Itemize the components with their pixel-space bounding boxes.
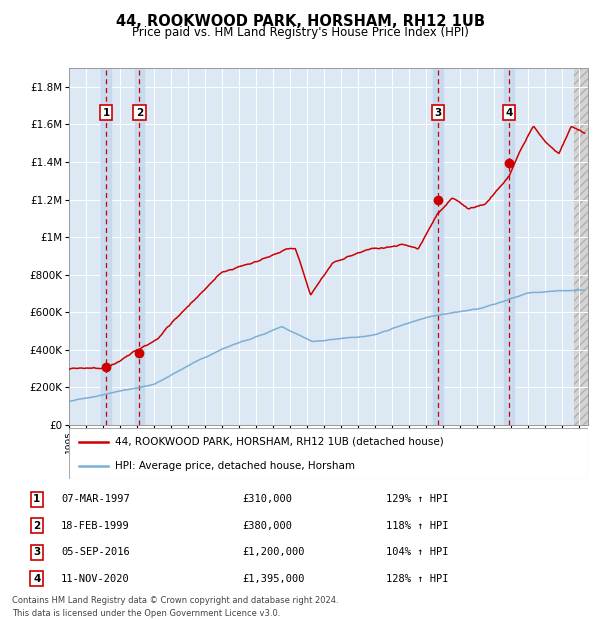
- Text: 3: 3: [434, 108, 442, 118]
- Text: 2: 2: [136, 108, 143, 118]
- Text: £310,000: £310,000: [242, 494, 292, 505]
- Text: 18-FEB-1999: 18-FEB-1999: [61, 521, 130, 531]
- Text: 44, ROOKWOOD PARK, HORSHAM, RH12 1UB (detached house): 44, ROOKWOOD PARK, HORSHAM, RH12 1UB (de…: [115, 436, 443, 446]
- Text: 4: 4: [505, 108, 513, 118]
- Text: Contains HM Land Registry data © Crown copyright and database right 2024.: Contains HM Land Registry data © Crown c…: [12, 596, 338, 606]
- Text: 1: 1: [103, 108, 110, 118]
- Text: 1: 1: [33, 494, 40, 505]
- Bar: [574, 68, 592, 425]
- Text: 3: 3: [33, 547, 40, 557]
- Text: 05-SEP-2016: 05-SEP-2016: [61, 547, 130, 557]
- Text: £1,395,000: £1,395,000: [242, 574, 305, 584]
- Text: 118% ↑ HPI: 118% ↑ HPI: [386, 521, 449, 531]
- Bar: [101, 68, 111, 425]
- Text: 4: 4: [33, 574, 40, 584]
- Text: 2: 2: [33, 521, 40, 531]
- Text: This data is licensed under the Open Government Licence v3.0.: This data is licensed under the Open Gov…: [12, 609, 280, 618]
- Text: 129% ↑ HPI: 129% ↑ HPI: [386, 494, 449, 505]
- Text: 11-NOV-2020: 11-NOV-2020: [61, 574, 130, 584]
- Text: 44, ROOKWOOD PARK, HORSHAM, RH12 1UB: 44, ROOKWOOD PARK, HORSHAM, RH12 1UB: [115, 14, 485, 29]
- Text: 104% ↑ HPI: 104% ↑ HPI: [386, 547, 449, 557]
- FancyBboxPatch shape: [69, 428, 588, 479]
- Text: HPI: Average price, detached house, Horsham: HPI: Average price, detached house, Hors…: [115, 461, 355, 471]
- Text: £1,200,000: £1,200,000: [242, 547, 305, 557]
- Text: £380,000: £380,000: [242, 521, 292, 531]
- Bar: [134, 68, 144, 425]
- Bar: [433, 68, 443, 425]
- Bar: [504, 68, 514, 425]
- Text: 128% ↑ HPI: 128% ↑ HPI: [386, 574, 449, 584]
- Text: Price paid vs. HM Land Registry's House Price Index (HPI): Price paid vs. HM Land Registry's House …: [131, 26, 469, 39]
- Text: 07-MAR-1997: 07-MAR-1997: [61, 494, 130, 505]
